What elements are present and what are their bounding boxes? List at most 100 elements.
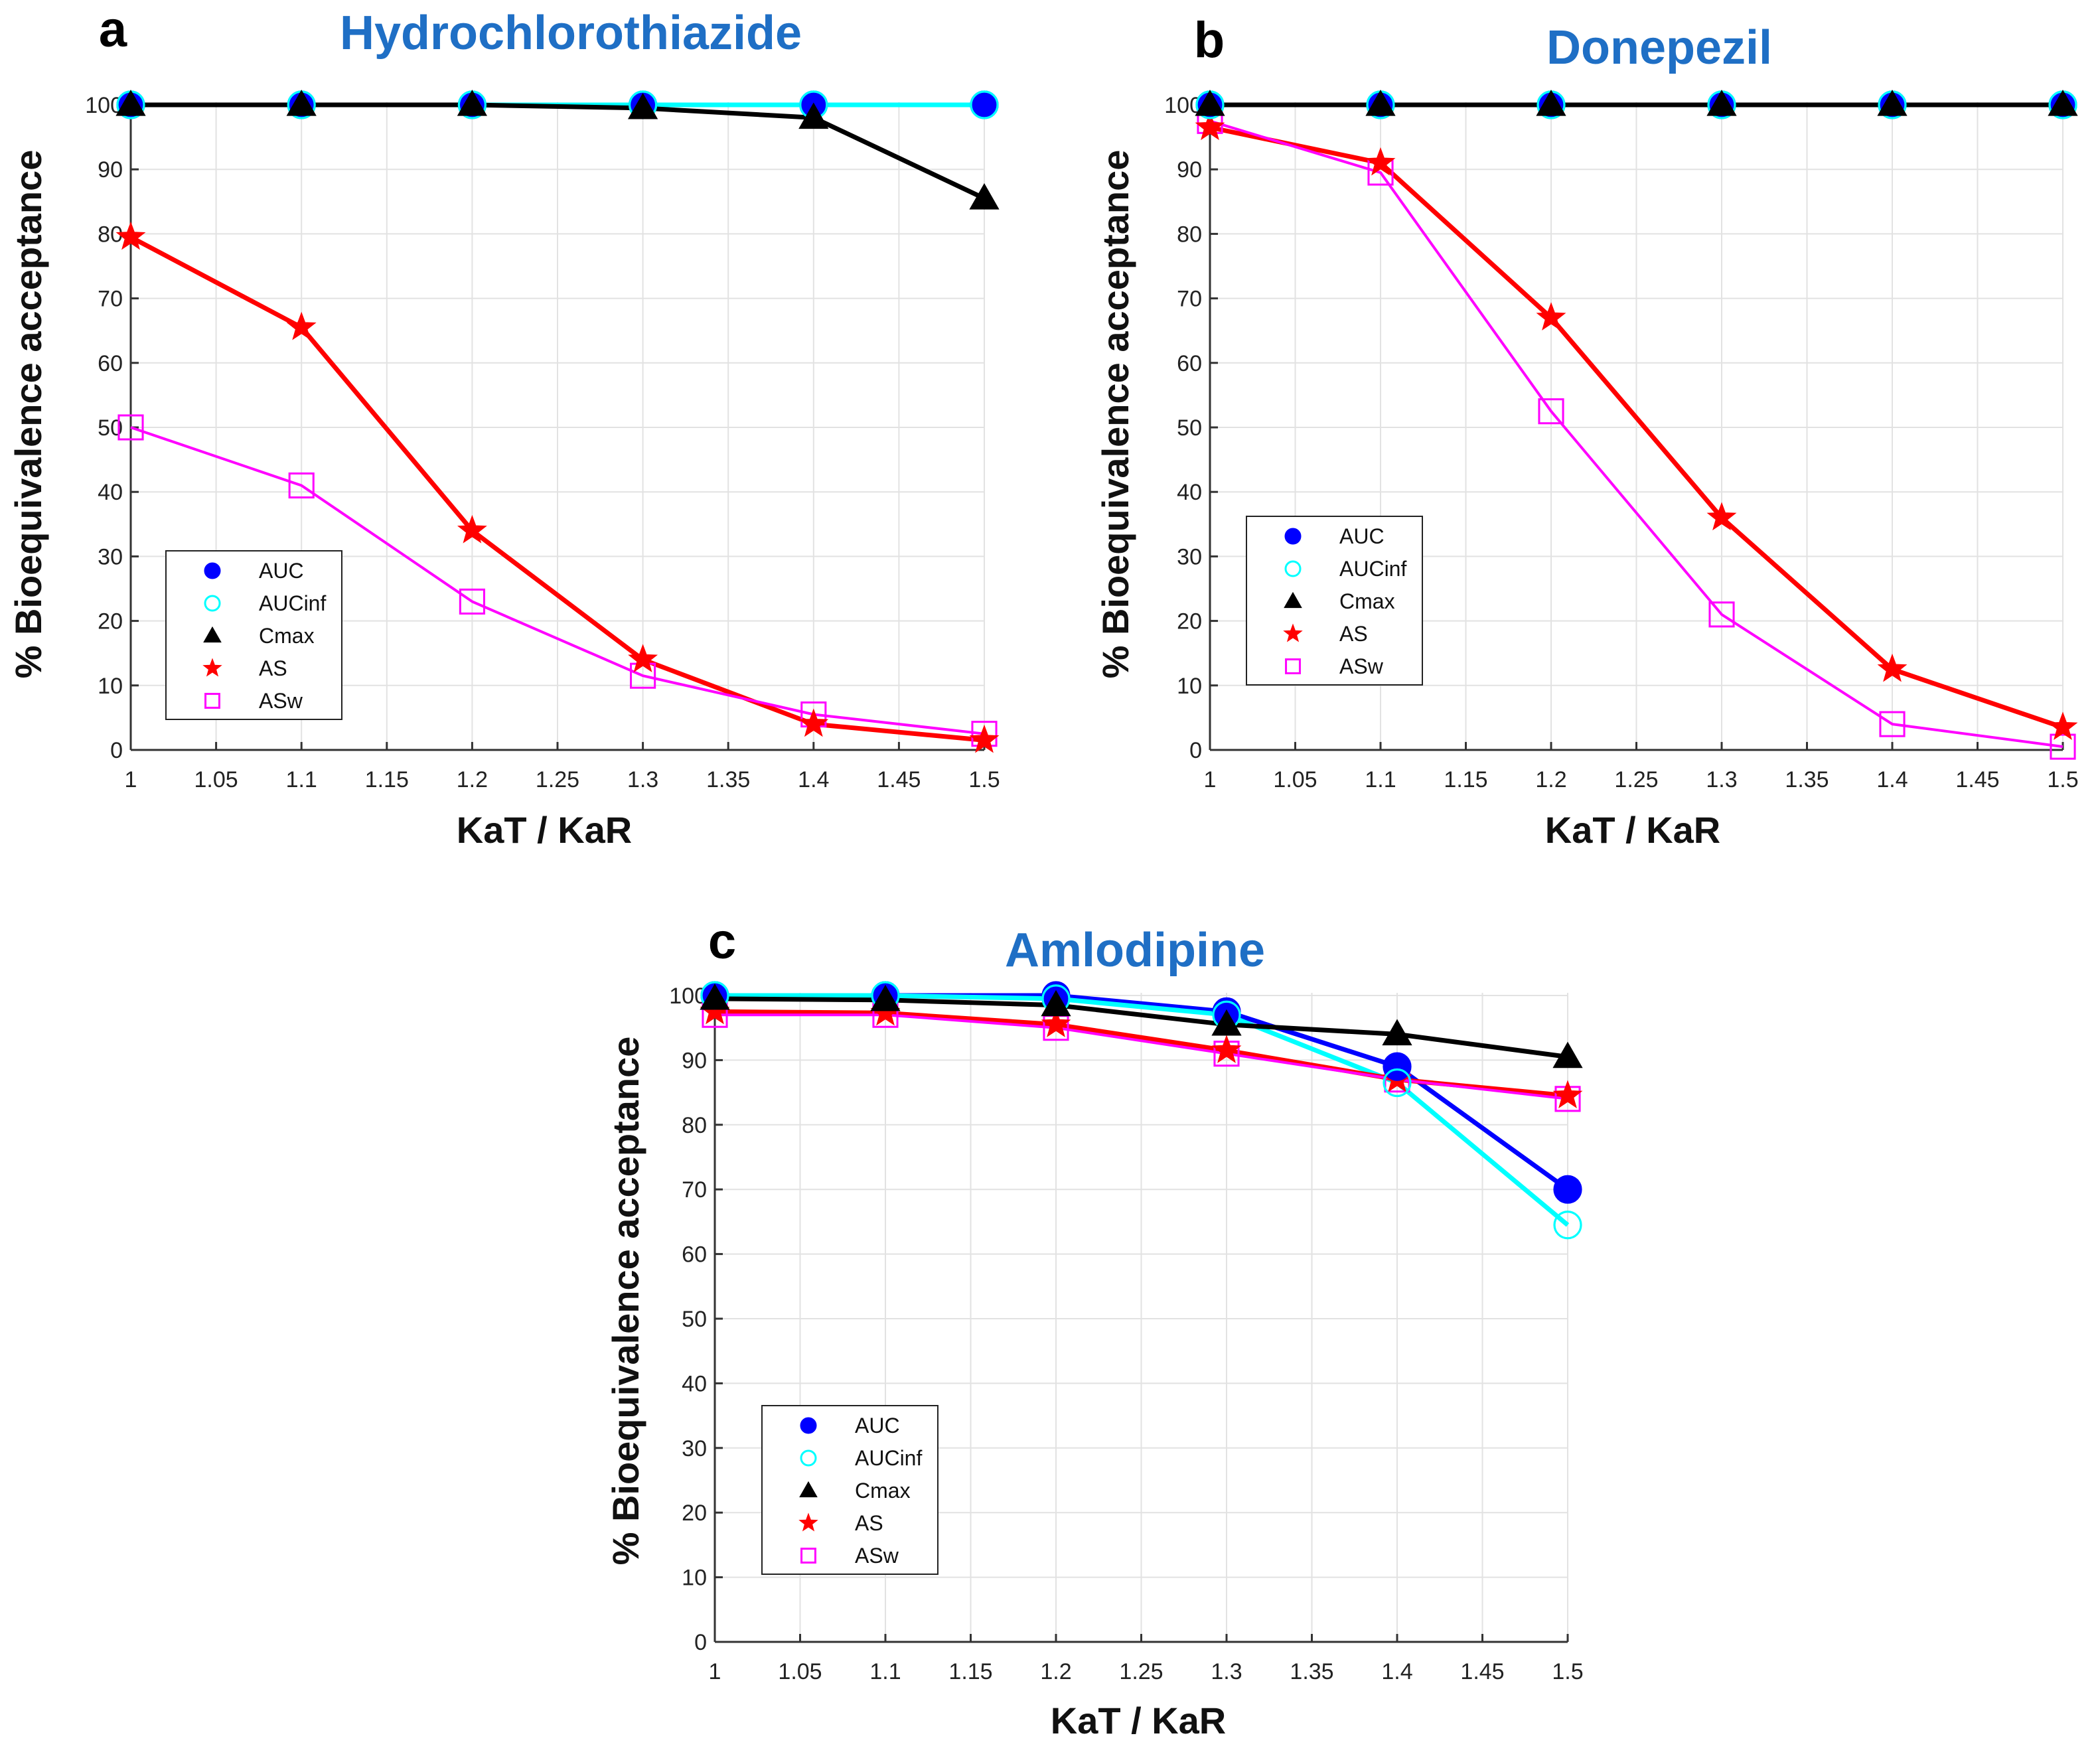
y-tick-label: 60 [98, 351, 123, 376]
x-tick-label: 1.15 [948, 1659, 992, 1684]
data-point-cmax [457, 90, 488, 116]
chart-panel-c: 1 1.05 1.1 1.15 1.2 1.25 1.3 1.35 1.4 1.45 1.5 0 10 2… [605, 913, 1584, 1741]
chart-title: Donepezil [1546, 21, 1772, 74]
y-tick-label: 30 [98, 544, 123, 569]
chart-title: Amlodipine [1005, 924, 1265, 977]
legend-marker-auc [204, 562, 221, 579]
data-point-as [1877, 653, 1908, 682]
legend-box [1246, 516, 1423, 686]
x-tick-label: 1.45 [877, 767, 921, 792]
x-tick-label: 1.45 [1955, 767, 1999, 792]
legend-marker-asw [1285, 658, 1301, 674]
y-tick-label: 20 [682, 1501, 707, 1526]
x-tick-label: 1.5 [2047, 767, 2078, 792]
legend-marker-cmax [203, 626, 222, 643]
y-tick-label: 60 [1177, 351, 1202, 376]
data-point-as [1211, 1035, 1242, 1063]
y-tick-label: 10 [682, 1566, 707, 1591]
y-tick-label: 80 [98, 222, 123, 247]
data-point-as [2048, 711, 2078, 741]
x-axis-label: KaT / KaR [1051, 1700, 1227, 1741]
x-tick-label: 1.25 [536, 767, 579, 792]
legend-marker-as [798, 1512, 818, 1532]
data-point-cmax [115, 90, 146, 116]
chart-panel-a: 1 1.05 1.1 1.15 1.2 1.25 1.3 1.35 1.4 1.45 1.5 0 10 2… [7, 1, 1000, 851]
legend-marker-as [202, 658, 222, 677]
x-tick-label: 1.35 [706, 767, 750, 792]
x-tick-label: 1.1 [869, 1659, 901, 1684]
data-point-as [457, 514, 487, 544]
x-tick-label: 1.3 [1706, 767, 1737, 792]
y-tick-label: 0 [110, 738, 123, 763]
x-axis-label: KaT / KaR [1545, 809, 1721, 851]
data-point-as [628, 644, 658, 673]
x-tick-label: 1 [125, 767, 137, 792]
x-tick-label: 1.45 [1460, 1659, 1504, 1684]
legend-marker-asw [800, 1548, 816, 1564]
legend-label-cmax: Cmax [259, 624, 315, 648]
data-point-cmax [870, 984, 901, 1011]
series-line-asw [715, 1013, 1568, 1100]
legend-marker-cmax [1284, 591, 1302, 609]
legend-label-aucinf: AUCinf [1339, 557, 1406, 581]
data-point-cmax [798, 102, 829, 129]
y-tick-label: 80 [682, 1113, 707, 1138]
data-point-as [115, 221, 146, 250]
legend-box [761, 1405, 938, 1575]
legend-marker-aucinf [1284, 560, 1302, 577]
data-point-cmax [1877, 90, 1908, 116]
y-tick-label: 70 [1177, 287, 1202, 312]
chart-panel-b: 1 1.05 1.1 1.15 1.2 1.25 1.3 1.35 1.4 1.45 1.5 0 10 2… [1094, 12, 2079, 851]
data-point-asw [1708, 601, 1735, 628]
y-tick-label: 90 [98, 157, 123, 183]
data-point-auc [1383, 1052, 1412, 1081]
y-tick-label: 30 [1177, 544, 1202, 569]
data-point-as [1552, 1080, 1583, 1109]
data-point-as [286, 311, 317, 340]
y-tick-label: 40 [1177, 480, 1202, 505]
data-point-cmax [1041, 990, 1071, 1017]
y-axis-label: % Bioequivalence acceptance [1094, 150, 1136, 679]
legend-label-cmax: Cmax [855, 1479, 911, 1503]
x-tick-label: 1 [1204, 767, 1217, 792]
data-point-asw [288, 472, 315, 499]
panel-letter: a [99, 1, 127, 58]
legend: AUC AUCinf Cmax AS ASw [1246, 516, 1423, 686]
panel-letter: b [1194, 12, 1225, 68]
legend-marker-as [1283, 623, 1303, 642]
x-tick-label: 1.25 [1614, 767, 1658, 792]
y-tick-label: 50 [1177, 415, 1202, 441]
data-point-cmax [1536, 90, 1566, 116]
data-point-aucinf [1383, 1068, 1412, 1098]
data-point-auc [1553, 1175, 1582, 1204]
data-point-as [1365, 147, 1396, 176]
x-tick-label: 1.05 [1273, 767, 1317, 792]
legend-marker-auc [800, 1417, 817, 1434]
data-point-aucinf [1553, 1211, 1582, 1240]
data-point-cmax [286, 90, 317, 116]
data-point-cmax [627, 92, 658, 119]
x-tick-label: 1.05 [778, 1659, 822, 1684]
x-tick-label: 1.35 [1290, 1659, 1333, 1684]
data-point-as [798, 708, 829, 737]
x-tick-label: 1.3 [1211, 1659, 1242, 1684]
x-tick-label: 1.1 [286, 767, 317, 792]
x-tick-label: 1 [709, 1659, 721, 1684]
x-tick-label: 1.2 [1535, 767, 1566, 792]
legend-label-aucinf: AUCinf [259, 591, 326, 615]
series-line-asw [130, 426, 985, 735]
series-line-cmax [131, 102, 986, 201]
series-line-asw [1209, 119, 2063, 749]
legend-label-asw: ASw [1339, 654, 1384, 678]
data-point-cmax [700, 983, 730, 1010]
y-axis-label: % Bioequivalence acceptance [7, 150, 49, 679]
data-point-cmax [969, 183, 1000, 210]
data-point-as [1536, 302, 1566, 331]
data-point-cmax [1211, 1009, 1242, 1036]
data-point-aucinf [970, 90, 999, 119]
y-tick-label: 50 [682, 1307, 707, 1332]
x-tick-label: 1.5 [968, 767, 1000, 792]
chart-title: Hydrochlorothiazide [340, 7, 802, 60]
y-tick-label: 10 [1177, 674, 1202, 699]
